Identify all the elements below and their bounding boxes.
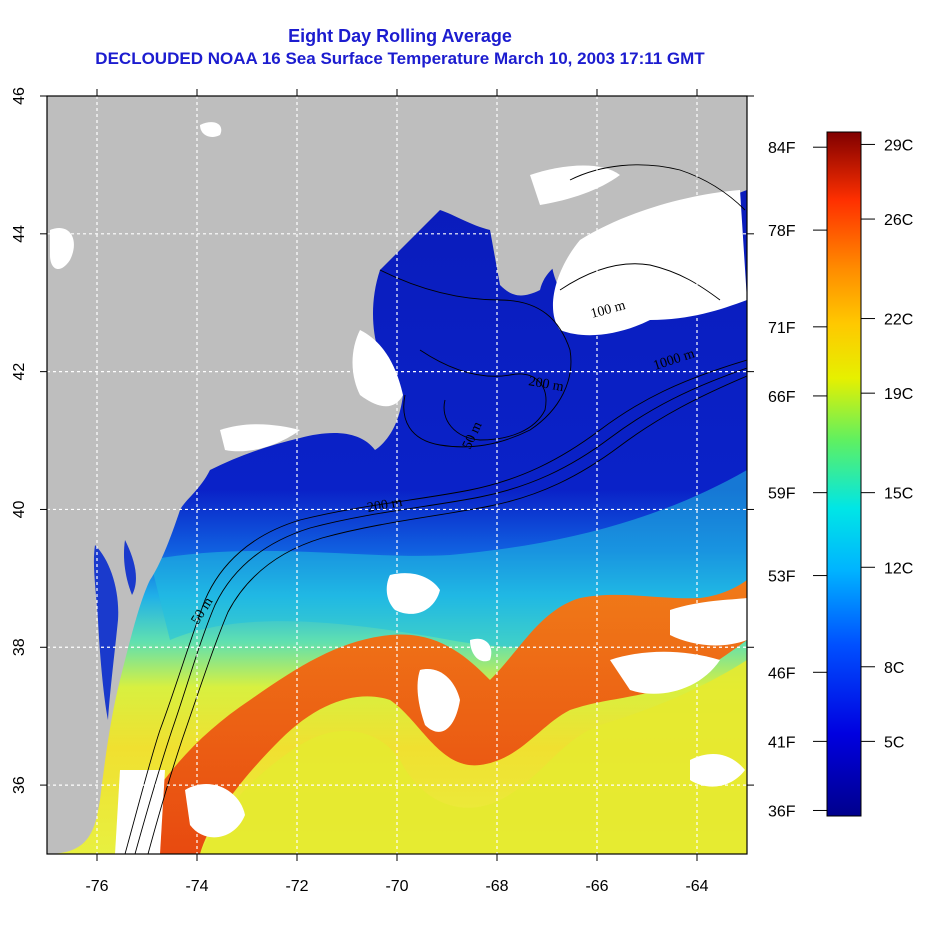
colorbar-fahrenheit-ticks: 84F 78F 71F 66F 59F 53F 46F 41F 36F	[768, 140, 827, 820]
x-tick-label: -68	[485, 878, 508, 895]
celsius-tick-label: 29C	[884, 137, 913, 154]
celsius-tick-label: 15C	[884, 486, 913, 503]
y-tick-label: 40	[11, 500, 28, 518]
delaware-bay	[123, 540, 136, 595]
x-axis: -76 -74 -72 -70 -68 -66 -64	[85, 89, 709, 895]
colorbar-celsius-ticks: 29C 26C 22C 19C 15C 12C 8C 5C	[861, 137, 913, 751]
chesapeake-bay	[93, 545, 119, 720]
chart-title: Eight Day Rolling Average	[288, 26, 512, 46]
y-axis: 36 38 40 42 44 46	[11, 87, 754, 794]
fahrenheit-tick-label: 36F	[768, 803, 796, 820]
contour-label-200m-south: 200 m	[366, 495, 404, 516]
celsius-tick-label: 26C	[884, 212, 913, 229]
fahrenheit-tick-label: 41F	[768, 734, 796, 751]
sargasso-water	[200, 660, 747, 854]
celsius-tick-label: 22C	[884, 312, 913, 329]
fahrenheit-tick-label: 71F	[768, 320, 796, 337]
chart-subtitle: DECLOUDED NOAA 16 Sea Surface Temperatur…	[95, 49, 705, 68]
y-tick-label: 36	[11, 776, 28, 794]
colorbar: 84F 78F 71F 66F 59F 53F 46F 41F 36F 29C 26C 22C 19C…	[768, 131, 913, 820]
y-tick-label: 46	[11, 87, 28, 105]
y-tick-label: 42	[11, 363, 28, 381]
fahrenheit-tick-label: 46F	[768, 665, 796, 682]
y-tick-label: 38	[11, 638, 28, 656]
fahrenheit-tick-label: 59F	[768, 486, 796, 503]
cloud-patches	[50, 122, 747, 854]
celsius-tick-label: 12C	[884, 560, 913, 577]
x-tick-label: -70	[385, 878, 408, 895]
fahrenheit-tick-label: 84F	[768, 140, 796, 157]
contour-label-200m-north: 200 m	[527, 374, 565, 395]
x-tick-label: -72	[285, 878, 308, 895]
fahrenheit-tick-label: 78F	[768, 223, 796, 240]
celsius-tick-label: 5C	[884, 734, 904, 751]
x-tick-label: -74	[185, 878, 208, 895]
y-tick-label: 44	[11, 225, 28, 243]
graticule	[47, 96, 747, 854]
x-tick-label: -64	[685, 878, 708, 895]
map-area: 100 m 1000 m 200 m 50 m 50 m 200 m	[47, 96, 747, 854]
colorbar-gradient	[826, 131, 862, 817]
x-tick-label: -66	[585, 878, 608, 895]
fahrenheit-tick-label: 66F	[768, 389, 796, 406]
celsius-tick-label: 8C	[884, 660, 904, 677]
land-mass	[47, 96, 747, 854]
x-tick-label: -76	[85, 878, 108, 895]
fahrenheit-tick-label: 53F	[768, 569, 796, 586]
celsius-tick-label: 19C	[884, 386, 913, 403]
depth-contours	[124, 164, 747, 854]
